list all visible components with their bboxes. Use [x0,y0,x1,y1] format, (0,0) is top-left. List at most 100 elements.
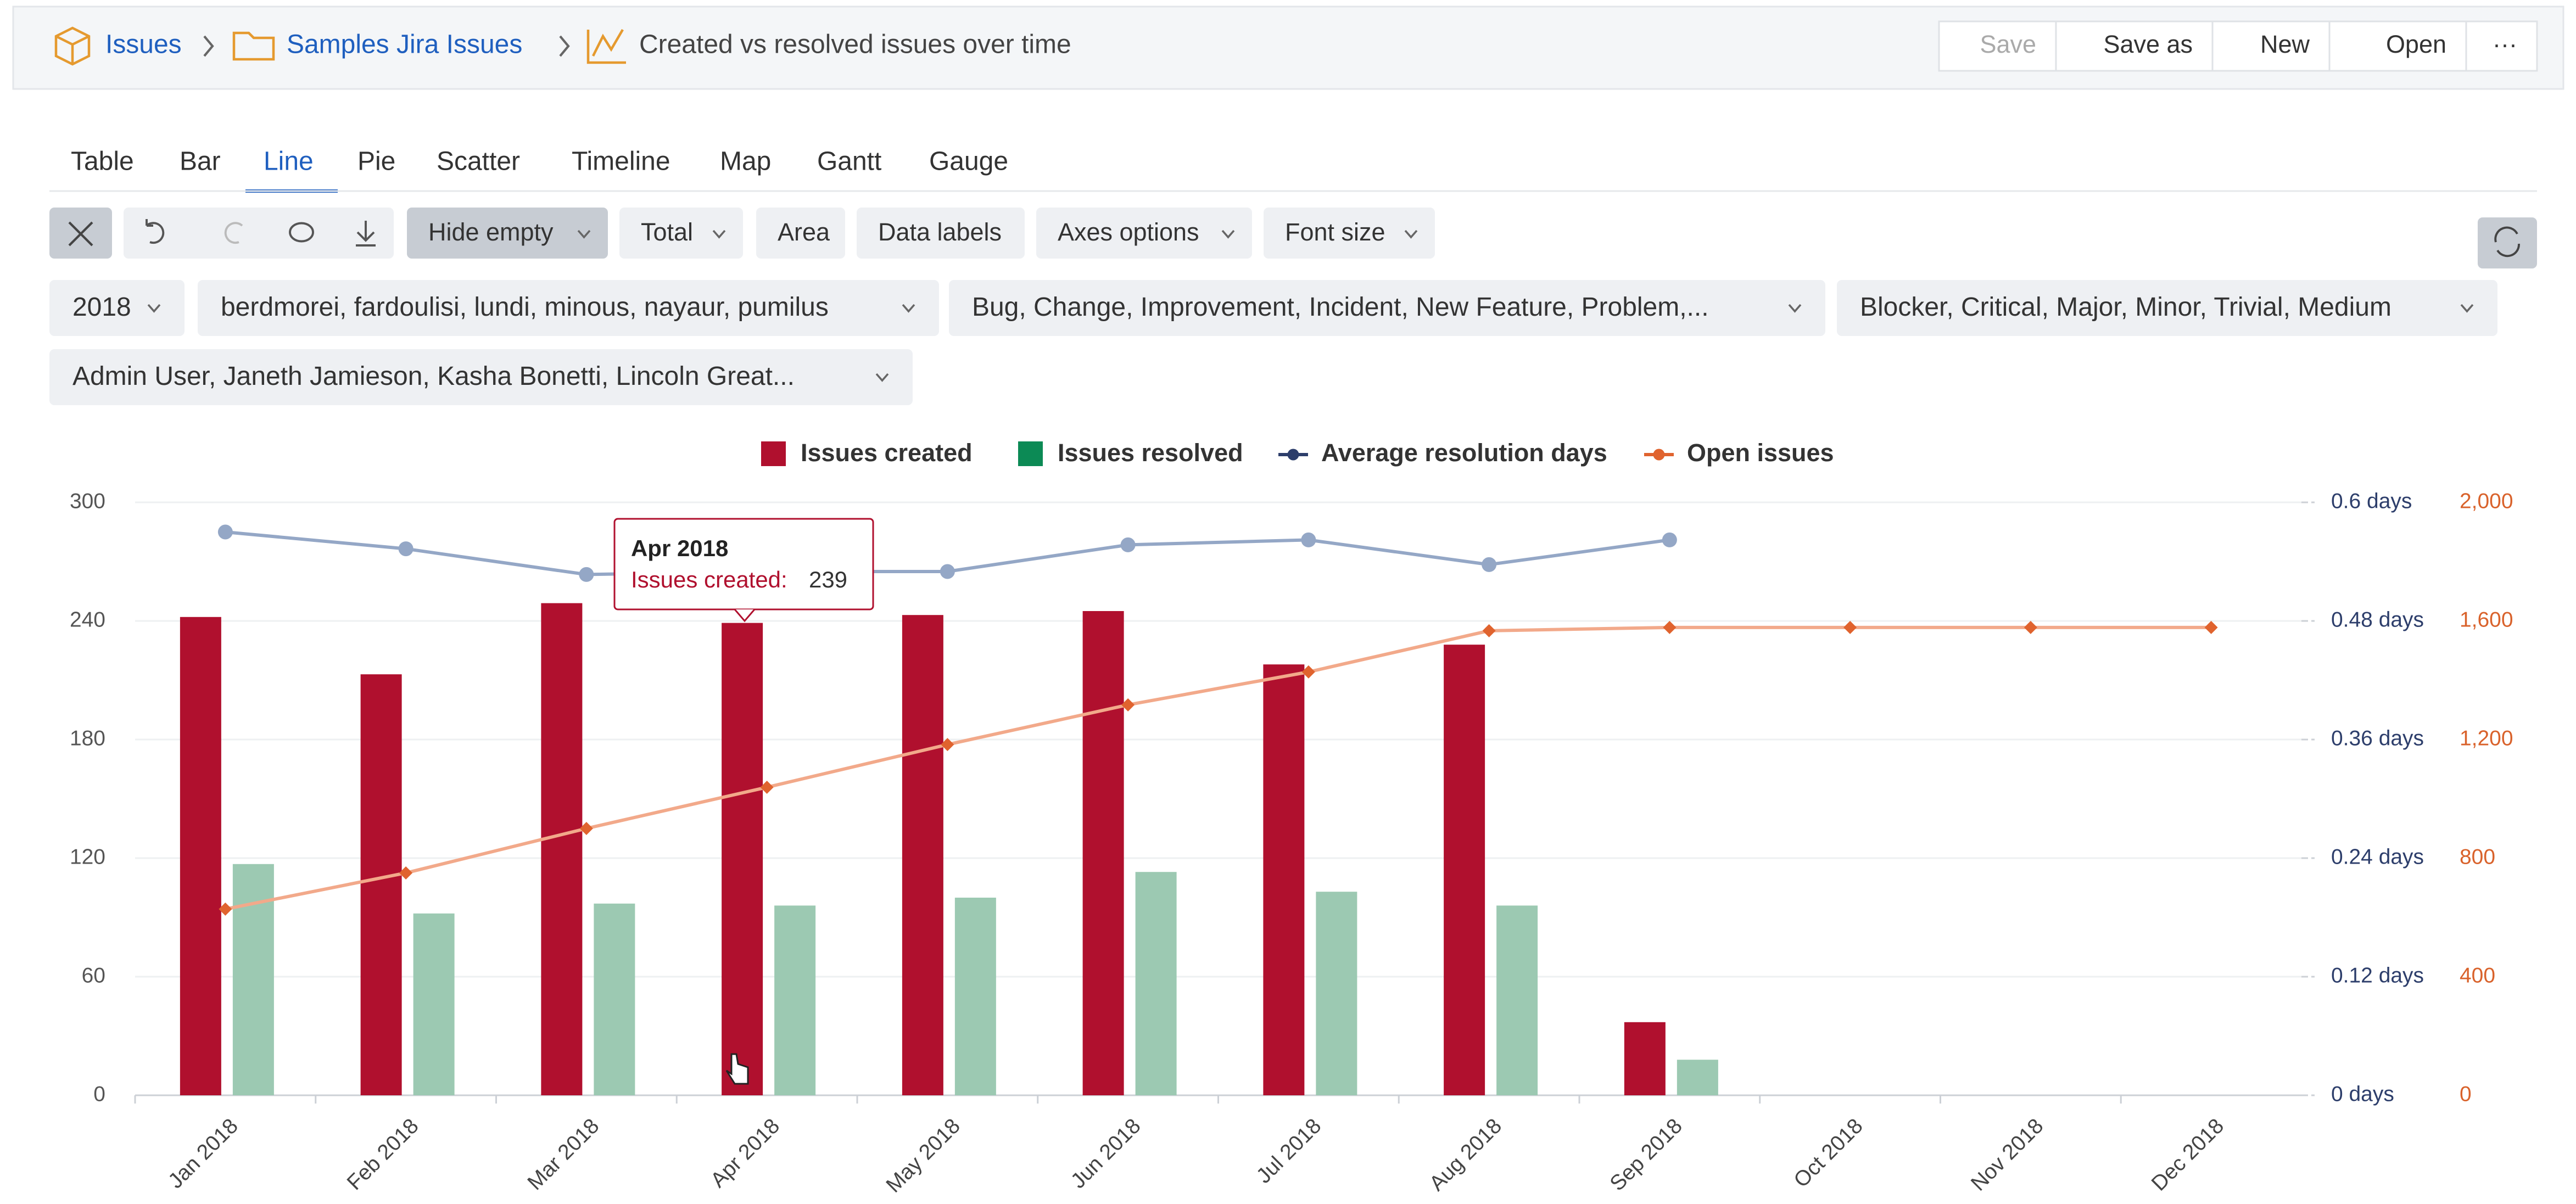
dropdown-arrow [2460,304,2474,313]
filter-dropdown[interactable] [1836,280,2497,337]
tab[interactable]: Gauge [929,147,1008,176]
toolbar-button[interactable] [1263,208,1435,259]
point [217,524,233,540]
legend-swatch [761,441,786,467]
action-label: Save as [2103,30,2193,58]
action-label: New [2260,30,2310,58]
point [579,567,594,582]
comment-icon [289,222,314,243]
point [941,738,954,752]
tab[interactable]: Table [71,147,134,176]
y-tick-label: 120 [70,845,105,869]
point [579,821,593,835]
y3-tick-label: 400 [2460,964,2495,987]
y-tick-label: 180 [70,726,105,750]
action-button[interactable] [2211,20,2331,72]
action-label: ··· [2493,30,2517,58]
breadcrumb[interactable]: Samples Jira Issues [287,30,522,59]
breadcrumb[interactable]: Issues [105,30,182,59]
bar [1263,664,1305,1095]
y3-tick-label: 1,600 [2460,608,2513,631]
action-label: Open [2386,30,2446,58]
tab[interactable]: Scatter [437,147,520,176]
toolbar-label: Data labels [878,218,1002,246]
action-label: Save [1980,30,2036,58]
action-button[interactable] [2328,20,2467,72]
y3-tick-label: 800 [2460,845,2495,869]
point [1301,665,1315,679]
point [1843,620,1857,634]
tab[interactable]: Bar [180,147,221,176]
refresh-button[interactable] [2477,217,2537,269]
filter-dropdown[interactable] [197,280,939,337]
toolbar-button[interactable] [619,208,743,259]
toolbar-label: Area [778,218,830,246]
tab[interactable]: Pie [357,147,395,176]
undo-icon [146,219,165,244]
cursor [725,1053,749,1085]
toolbar-button[interactable] [406,208,608,259]
filter-dropdown[interactable] [948,280,1825,337]
bar [1316,892,1357,1095]
dropdown-arrow [1788,304,1802,313]
folder-icon [232,31,275,61]
tab[interactable]: Line [264,147,314,176]
y2-tick-label: 0.36 days [2331,726,2424,750]
filter-label: berdmorei, fardoulisi, lundi, minous, na… [221,293,829,322]
y3-tick-label: 1,200 [2460,726,2513,750]
bar [1082,611,1124,1095]
tooltip-title: Apr 2018 [631,535,728,561]
y-tick-label: 0 [93,1082,105,1106]
action-button[interactable] [2465,20,2538,72]
bar [232,864,274,1095]
point [399,866,413,880]
bar [541,603,583,1095]
legend-marker [1287,449,1299,461]
toolbar-label: Axes options [1058,218,1199,246]
legend-marker [1653,449,1665,461]
dropdown-arrow [875,373,889,382]
legend-label: Open issues [1687,439,1834,467]
point [2024,620,2037,634]
bar [1624,1022,1666,1095]
bar [594,903,635,1095]
filter-label: Bug, Change, Improvement, Incident, New … [972,293,1709,322]
y2-tick-label: 0 days [2331,1082,2394,1106]
bar [1677,1060,1718,1095]
icon-buttons[interactable] [123,208,394,259]
point [1663,620,1677,634]
point [1482,557,1497,572]
point [940,564,955,579]
dropdown-arrow [1221,229,1235,239]
toolbar-button[interactable] [756,208,845,259]
legend-label: Issues created [801,439,973,467]
filter-label: 2018 [72,293,131,322]
bar [1135,872,1177,1095]
download-icon [355,221,376,247]
point [1662,532,1677,547]
legend-swatch [1018,441,1043,467]
icon [68,221,93,247]
y2-tick-label: 0.12 days [2331,964,2424,987]
y2-tick-label: 0.24 days [2331,845,2424,869]
y-tick-label: 60 [82,964,105,987]
toolbar-button[interactable] [1036,208,1252,259]
tab[interactable]: Gantt [817,147,881,176]
action-button[interactable] [1938,20,2057,72]
filter-dropdown[interactable] [49,280,185,337]
point [398,541,413,557]
filter-dropdown[interactable] [49,349,913,406]
filter-label: Admin User, Janeth Jamieson, Kasha Bonet… [72,362,795,391]
point [1482,624,1496,637]
bar [954,897,996,1095]
dropdown-arrow [1404,229,1418,239]
toolbar-label: Hide empty [428,218,554,246]
point [219,902,232,916]
tab[interactable]: Timeline [572,147,670,176]
point [2204,620,2218,634]
toolbar-button[interactable] [856,208,1025,259]
redo-icon [224,222,243,244]
tab[interactable]: Map [720,147,771,176]
bar [722,623,763,1095]
